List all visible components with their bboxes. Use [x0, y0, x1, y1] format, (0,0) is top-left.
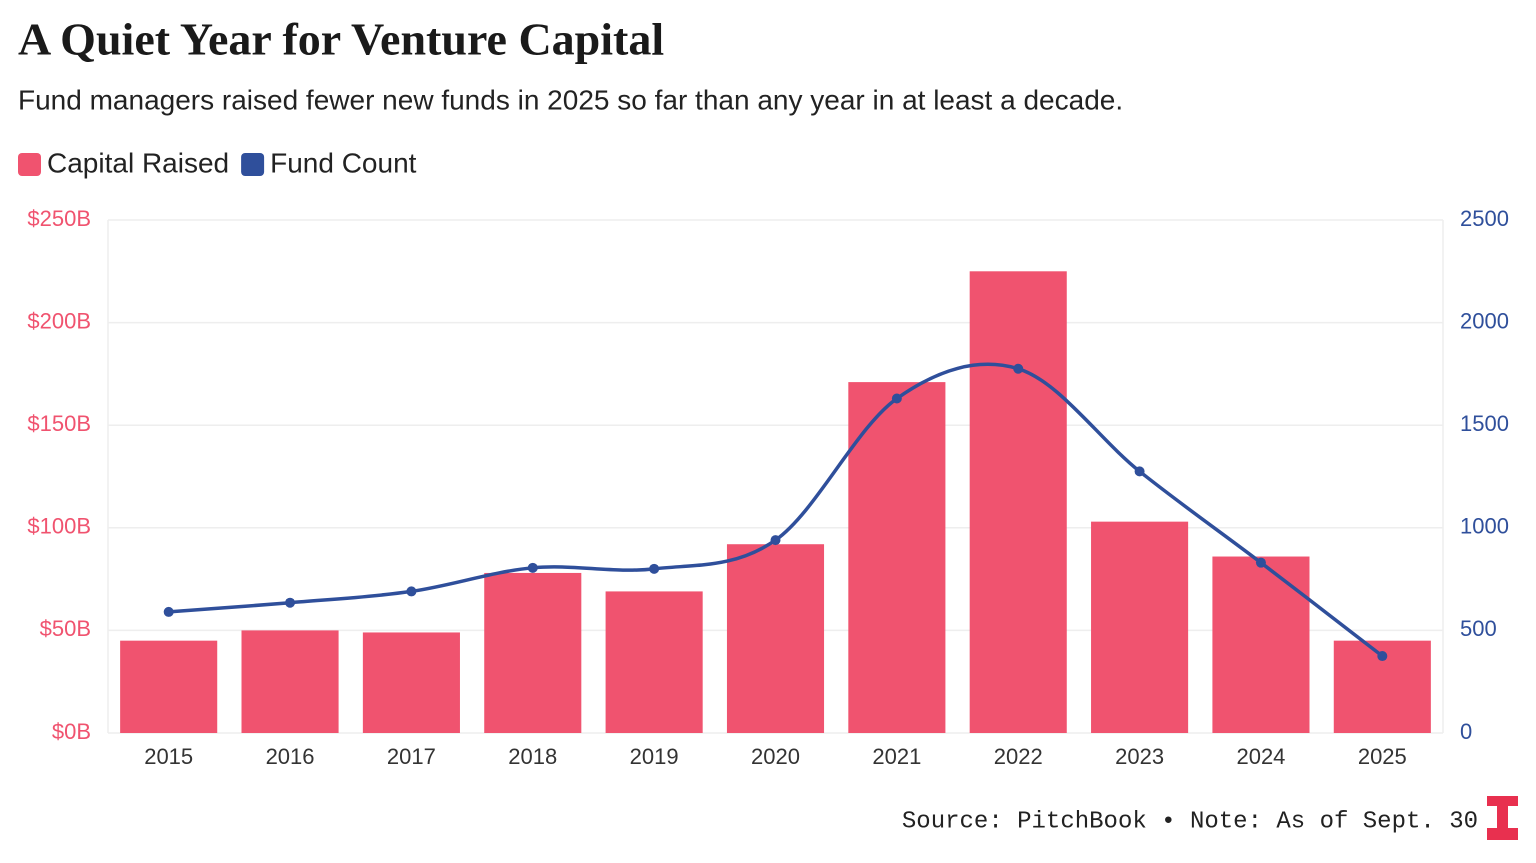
y2-tick-label: 500: [1460, 616, 1497, 641]
y2-tick-label: 2500: [1460, 206, 1509, 231]
x-tick-label: 2019: [630, 744, 679, 769]
bar: [1091, 521, 1189, 733]
x-tick-label: 2024: [1236, 744, 1285, 769]
bar: [848, 382, 946, 733]
point: [891, 393, 902, 404]
point: [1255, 557, 1266, 568]
legend-swatch: [241, 153, 265, 176]
y-tick-label: $100B: [27, 514, 91, 539]
y-tick-label: $0B: [52, 719, 91, 744]
y-tick-label: $250B: [27, 206, 91, 231]
bar: [726, 544, 825, 733]
point: [1013, 363, 1024, 374]
bar: [362, 632, 460, 733]
logo: [1487, 796, 1518, 840]
y2-tick-label: 1500: [1460, 411, 1509, 436]
x-tick-label: 2022: [994, 744, 1043, 769]
x-tick-label: 2025: [1358, 744, 1407, 769]
bar: [484, 572, 582, 733]
source-note: Source: PitchBook • Note: As of Sept. 30: [902, 808, 1478, 835]
x-tick-label: 2020: [751, 744, 800, 769]
x-tick-label: 2016: [266, 744, 315, 769]
point: [1134, 466, 1145, 477]
point: [770, 535, 781, 546]
point: [1377, 651, 1388, 662]
legend-swatch: [18, 153, 41, 176]
legend-label: Capital Raised: [47, 147, 229, 178]
point: [163, 606, 174, 617]
bar: [605, 591, 703, 733]
y-tick-label: $200B: [27, 308, 91, 333]
bar: [120, 640, 218, 733]
chart-subtitle: Fund managers raised fewer new funds in …: [18, 84, 1123, 115]
y2-tick-label: 0: [1460, 719, 1472, 744]
y-tick-label: $50B: [40, 616, 91, 641]
y-tick-label: $150B: [27, 411, 91, 436]
x-tick-label: 2023: [1115, 744, 1164, 769]
bar: [241, 630, 339, 733]
x-tick-label: 2017: [387, 744, 436, 769]
point: [285, 597, 296, 608]
chart-title: A Quiet Year for Venture Capital: [18, 14, 664, 65]
y2-tick-label: 2000: [1460, 308, 1509, 333]
bar: [969, 271, 1067, 733]
point: [406, 586, 417, 597]
x-tick-label: 2021: [872, 744, 921, 769]
y2-tick-label: 1000: [1460, 514, 1509, 539]
legend-label: Fund Count: [270, 147, 417, 178]
x-tick-label: 2015: [144, 744, 193, 769]
point: [649, 563, 660, 574]
line: [168, 362, 1384, 658]
point: [527, 562, 538, 573]
bar: [1212, 556, 1310, 733]
x-tick-label: 2018: [508, 744, 557, 769]
